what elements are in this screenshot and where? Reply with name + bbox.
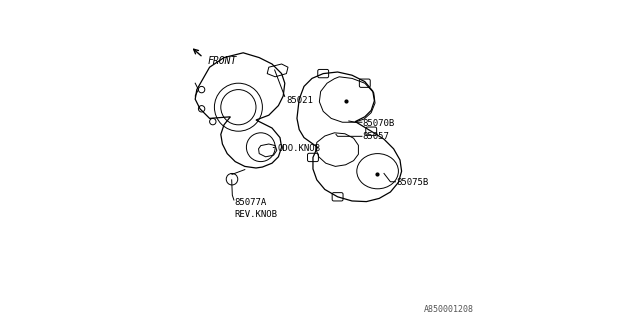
- Text: A850001208: A850001208: [424, 305, 474, 314]
- Text: 85021: 85021: [287, 96, 313, 105]
- Text: 85077A: 85077A: [234, 198, 266, 207]
- Text: 85070B: 85070B: [362, 119, 395, 128]
- Text: FRONT: FRONT: [207, 56, 237, 67]
- Text: 85075B: 85075B: [396, 178, 428, 187]
- Text: REV.KNOB: REV.KNOB: [234, 210, 277, 219]
- Text: ODO.KNOB: ODO.KNOB: [278, 144, 321, 153]
- Text: 85057: 85057: [362, 132, 389, 141]
